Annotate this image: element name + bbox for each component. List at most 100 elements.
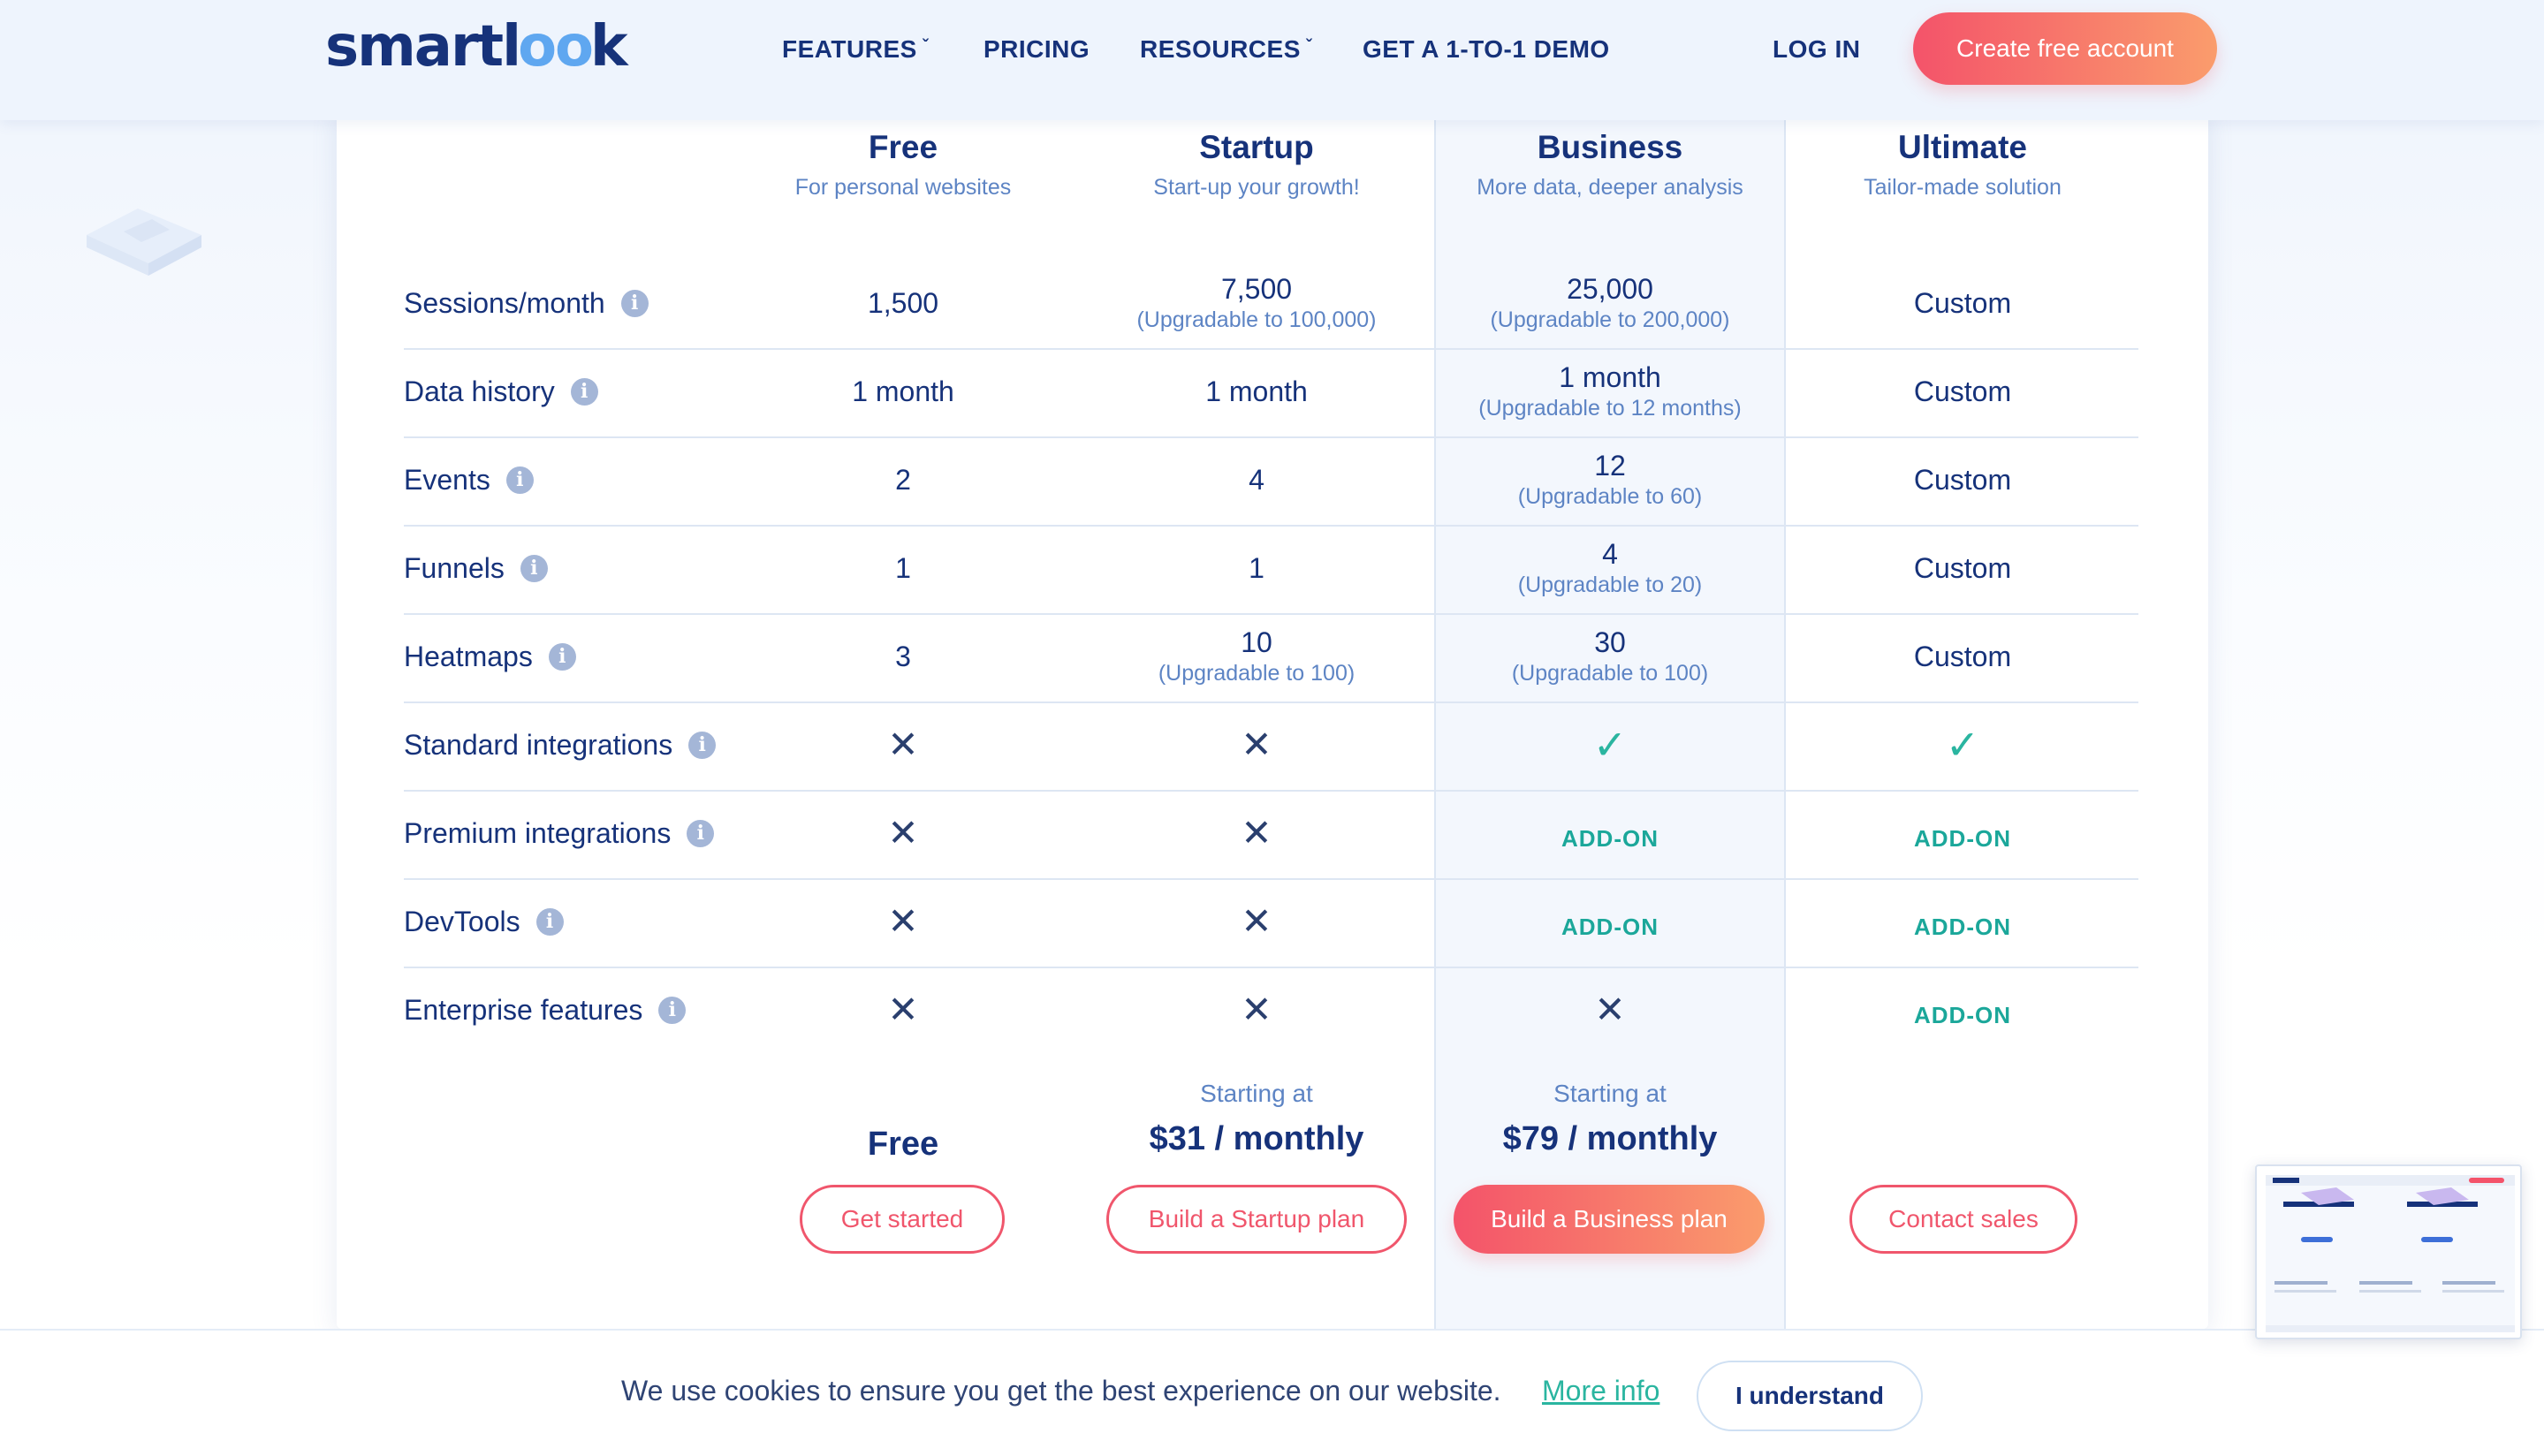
cell-value: 4 — [1249, 464, 1264, 496]
row-label-text: Events — [404, 463, 490, 496]
smartlook-logo[interactable]: smartl oo k — [325, 14, 628, 80]
nav-resources-label: RESOURCES — [1140, 35, 1301, 63]
build-business-plan-button[interactable]: Build a Business plan — [1454, 1185, 1765, 1254]
row-label: Premium integrations i — [404, 811, 715, 855]
row-label: Heatmaps i — [404, 634, 576, 679]
price-value: Free — [867, 1126, 939, 1163]
row-label: Data history i — [404, 369, 598, 413]
cell-upgrade-note: (Upgradable to 20) — [1517, 573, 1703, 597]
info-icon[interactable]: i — [687, 819, 715, 847]
info-icon[interactable]: i — [535, 907, 564, 936]
cell-ultimate: ADD-ON — [1787, 909, 2138, 944]
cell-startup: ✕ — [1081, 811, 1432, 855]
cell-value: 25,000 — [1567, 273, 1653, 305]
price-business: Starting at $79 / monthly — [1434, 1080, 1786, 1158]
nav-pricing[interactable]: PRICING — [983, 32, 1090, 67]
info-icon[interactable]: i — [688, 731, 717, 759]
cell-free: ✕ — [727, 723, 1079, 767]
row-label-text: Premium integrations — [404, 816, 672, 849]
get-started-button[interactable]: Get started — [800, 1185, 1005, 1254]
thumbnail-image — [2266, 1175, 2515, 1332]
row-label-text: Standard integrations — [404, 728, 673, 761]
cell-ultimate: Custom — [1787, 640, 2138, 673]
plan-name: Ultimate — [1898, 129, 2027, 165]
page-preview-thumbnail[interactable] — [2255, 1164, 2522, 1339]
site-header: smartl oo k FEATURES ˇ PRICING RESOURCES ˇ G… — [0, 0, 2544, 120]
cell-ultimate: Custom — [1787, 286, 2138, 320]
cell-value: Custom — [1913, 641, 2012, 672]
build-startup-plan-button[interactable]: Build a Startup plan — [1106, 1185, 1407, 1254]
cell-business: 1 month (Upgradable to 12 months) — [1434, 360, 1786, 422]
cell-business: 4 (Upgradable to 20) — [1434, 537, 1786, 599]
nav-demo-label: GET A 1-TO-1 DEMO — [1363, 35, 1610, 63]
cell-startup: 7,500 (Upgradable to 100,000) — [1081, 272, 1432, 334]
addon-badge: ADD-ON — [1914, 825, 2011, 852]
cross-icon: ✕ — [1241, 812, 1272, 853]
cell-business: 12 (Upgradable to 60) — [1434, 449, 1786, 511]
row-label-text: Enterprise features — [404, 993, 643, 1026]
cell-ultimate: Custom — [1787, 463, 2138, 497]
create-account-button[interactable]: Create free account — [1913, 12, 2217, 85]
contact-sales-button[interactable]: Contact sales — [1849, 1185, 2077, 1254]
cookie-more-info-link[interactable]: More info — [1542, 1375, 1660, 1407]
plan-subtitle: For personal websites — [794, 175, 1012, 200]
plan-name: Free — [868, 129, 938, 165]
row-label-text: Heatmaps — [404, 640, 533, 672]
info-icon[interactable]: i — [570, 377, 598, 406]
price-free: Free — [727, 1085, 1079, 1164]
cell-ultimate: Custom — [1787, 551, 2138, 585]
info-icon[interactable]: i — [548, 642, 576, 671]
cell-startup: 10 (Upgradable to 100) — [1081, 626, 1432, 687]
addon-badge: ADD-ON — [1914, 914, 2011, 940]
cell-value: 1 month — [1559, 361, 1661, 393]
cell-startup: ✕ — [1081, 723, 1432, 767]
nav-resources[interactable]: RESOURCES ˇ — [1140, 32, 1312, 67]
row-label-text: Sessions/month — [404, 286, 605, 319]
cookie-banner: We use cookies to ensure you get the bes… — [0, 1329, 2544, 1456]
nav-pricing-label: PRICING — [983, 35, 1090, 63]
info-icon[interactable]: i — [520, 554, 548, 582]
row-divider — [404, 967, 2138, 968]
cookie-accept-button[interactable]: I understand — [1697, 1361, 1923, 1431]
cell-value: 30 — [1594, 626, 1626, 658]
cell-value: 1 month — [1205, 375, 1308, 407]
cell-value: 2 — [895, 464, 911, 496]
cross-icon: ✕ — [1241, 900, 1272, 942]
price-starting-label: Starting at — [1553, 1080, 1667, 1107]
cell-value: 7,500 — [1220, 273, 1293, 305]
logo-text-start: smartl — [325, 14, 521, 80]
cross-icon: ✕ — [887, 812, 919, 853]
business-column-highlight — [1434, 120, 1786, 1329]
cell-free: 1,500 — [727, 286, 1079, 320]
cell-startup: 4 — [1081, 463, 1432, 497]
cell-value: Custom — [1913, 375, 2012, 407]
nav-demo[interactable]: GET A 1-TO-1 DEMO — [1363, 32, 1610, 67]
cell-value: 3 — [895, 641, 911, 672]
cell-free: 2 — [727, 463, 1079, 497]
cell-free: ✕ — [727, 988, 1079, 1032]
info-icon[interactable]: i — [658, 996, 687, 1024]
thumbnail-graphic-icon — [2266, 1175, 2515, 1332]
checkmark-icon: ✓ — [1945, 721, 1980, 769]
price-starting-label: Starting at — [1200, 1080, 1313, 1107]
price-starting-label — [727, 1085, 1079, 1113]
pricing-table-card — [337, 106, 2208, 1329]
row-label: Funnels i — [404, 546, 548, 590]
nav-features[interactable]: FEATURES ˇ — [782, 32, 929, 67]
cross-icon: ✕ — [1594, 989, 1626, 1030]
login-link[interactable]: LOG IN — [1773, 32, 1860, 67]
row-divider — [404, 701, 2138, 703]
plan-name: Startup — [1199, 129, 1314, 165]
chevron-down-icon: ˇ — [1305, 37, 1313, 57]
plan-subtitle: Start-up your growth! — [1153, 175, 1360, 200]
row-divider — [404, 878, 2138, 880]
info-icon[interactable]: i — [505, 466, 534, 494]
cell-value: Custom — [1913, 552, 2012, 584]
plan-header-free: Free For personal websites — [727, 124, 1079, 201]
cell-upgrade-note: (Upgradable to 100) — [1158, 661, 1356, 686]
cell-ultimate: ADD-ON — [1787, 997, 2138, 1033]
info-icon[interactable]: i — [620, 289, 649, 317]
cell-value: 1 — [895, 552, 911, 584]
row-label: Sessions/month i — [404, 281, 649, 325]
row-label-text: Funnels — [404, 551, 505, 584]
